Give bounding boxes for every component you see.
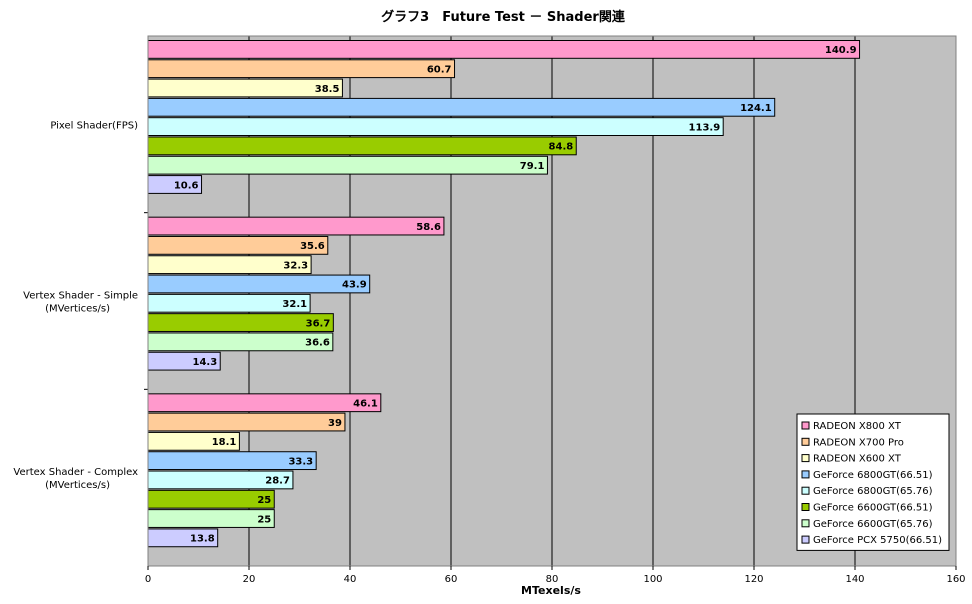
x-tick-label: 160 bbox=[946, 574, 965, 585]
bar bbox=[147, 393, 382, 413]
data-label: 84.8 bbox=[549, 142, 574, 153]
legend-swatch bbox=[801, 437, 810, 446]
data-label: 38.5 bbox=[315, 84, 340, 95]
bar bbox=[147, 412, 346, 432]
category-label: Vertex Shader - Simple (MVertices/s) bbox=[23, 291, 138, 315]
legend-label: RADEON X600 XT bbox=[813, 454, 902, 465]
data-label: 35.6 bbox=[300, 241, 325, 252]
data-label: 36.6 bbox=[305, 338, 330, 349]
legend-label: RADEON X800 XT bbox=[813, 421, 902, 432]
data-label: 28.7 bbox=[265, 476, 290, 487]
legend-box bbox=[796, 413, 950, 551]
bar bbox=[147, 509, 275, 528]
data-label: 33.3 bbox=[288, 456, 313, 467]
legend-swatch bbox=[801, 470, 810, 479]
data-label: 18.1 bbox=[212, 437, 237, 448]
legend-swatch bbox=[801, 535, 810, 544]
x-tick-label: 0 bbox=[145, 574, 151, 585]
legend-label: GeForce PCX 5750(66.51) bbox=[813, 535, 942, 546]
bar bbox=[147, 274, 371, 294]
x-tick-label: 80 bbox=[546, 574, 559, 585]
bars bbox=[147, 40, 861, 548]
data-label: 32.3 bbox=[283, 260, 308, 271]
legend-label: GeForce 6800GT(65.76) bbox=[813, 486, 933, 497]
data-label: 25 bbox=[257, 514, 271, 525]
legend-swatch bbox=[801, 486, 810, 495]
data-label: 10.6 bbox=[174, 180, 199, 191]
legend-swatch bbox=[801, 503, 810, 511]
data-label: 113.9 bbox=[689, 122, 721, 133]
data-label: 79.1 bbox=[520, 161, 545, 172]
data-label: 36.7 bbox=[306, 318, 331, 329]
data-label: 14.3 bbox=[193, 357, 218, 368]
legend-label: GeForce 6600GT(66.51) bbox=[813, 503, 933, 514]
x-tick-label: 40 bbox=[344, 574, 357, 585]
bar bbox=[147, 59, 456, 79]
x-axis-title: MTexels/s bbox=[521, 584, 581, 597]
category-label: Pixel Shader(FPS) bbox=[50, 120, 138, 131]
legend-swatch bbox=[801, 421, 810, 430]
x-tick-labels: 0 20 40 60 80 100 120 140 160 bbox=[145, 566, 966, 585]
data-label: 124.1 bbox=[740, 103, 772, 114]
x-tick-label: 20 bbox=[243, 574, 256, 585]
data-label: 43.9 bbox=[342, 280, 367, 291]
x-tick-label: 140 bbox=[845, 574, 864, 585]
x-tick-label: 100 bbox=[643, 574, 662, 585]
data-label: 60.7 bbox=[427, 64, 452, 75]
legend: RADEON X800 XT RADEON X700 Pro RADEON X600… bbox=[796, 413, 950, 551]
data-label: 140.9 bbox=[825, 45, 857, 56]
legend-label: GeForce 6600GT(65.76) bbox=[813, 519, 933, 530]
data-label: 46.1 bbox=[353, 398, 378, 409]
data-label: 39 bbox=[328, 418, 342, 429]
bar bbox=[147, 136, 577, 156]
legend-swatch bbox=[801, 519, 810, 528]
data-label: 25 bbox=[257, 495, 271, 506]
legend-label: GeForce 6800GT(66.51) bbox=[813, 470, 933, 481]
legend-swatch bbox=[801, 454, 810, 463]
bar bbox=[147, 489, 275, 509]
legend-label: RADEON X700 Pro bbox=[813, 437, 904, 448]
category-labels: Pixel Shader(FPS) Vertex Shader - Simple(… bbox=[13, 120, 138, 491]
bar bbox=[147, 155, 548, 175]
bar bbox=[147, 117, 724, 136]
bar bbox=[147, 97, 776, 117]
x-tick-label: 120 bbox=[744, 574, 763, 585]
chart-title: グラフ3 Future Test － Shader関連 bbox=[381, 9, 626, 25]
x-tick-label: 60 bbox=[445, 574, 458, 585]
data-label: 58.6 bbox=[416, 222, 441, 233]
bar bbox=[147, 78, 343, 98]
category-label: Vertex Shader - Complex (MVertices/s) bbox=[13, 467, 138, 491]
value-labels: 140.9 60.7 38.5 124.1 113.9 84.8 79.1 10.6 58.6 3… bbox=[174, 45, 857, 544]
data-label: 32.1 bbox=[282, 299, 307, 310]
bar bbox=[147, 216, 445, 236]
data-label: 13.8 bbox=[190, 534, 215, 545]
bar bbox=[147, 40, 861, 59]
